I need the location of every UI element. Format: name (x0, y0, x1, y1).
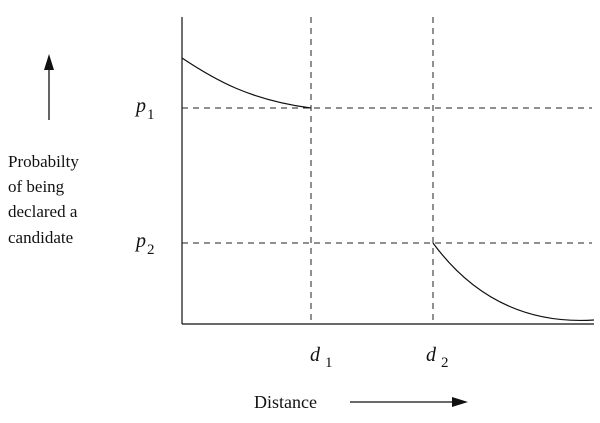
curve-segment-2 (432, 242, 595, 322)
y-axis-label-line-2: of being (8, 177, 65, 196)
y-arrow (44, 54, 54, 120)
x-arrow (350, 397, 468, 407)
tick-label-p1: p1 (134, 95, 155, 123)
curve-segment-1 (181, 57, 312, 109)
y-axis-label-line-4: candidate (8, 228, 73, 247)
x-axis-label: Distance (254, 392, 317, 412)
y-axis-label-line-1: Probabilty (8, 152, 79, 171)
y-axis-label-line-3: declared a (8, 202, 78, 221)
y-axis-label: Probabilty of being declared a candidate (8, 152, 83, 247)
tick-label-p2: p2 (134, 230, 155, 258)
